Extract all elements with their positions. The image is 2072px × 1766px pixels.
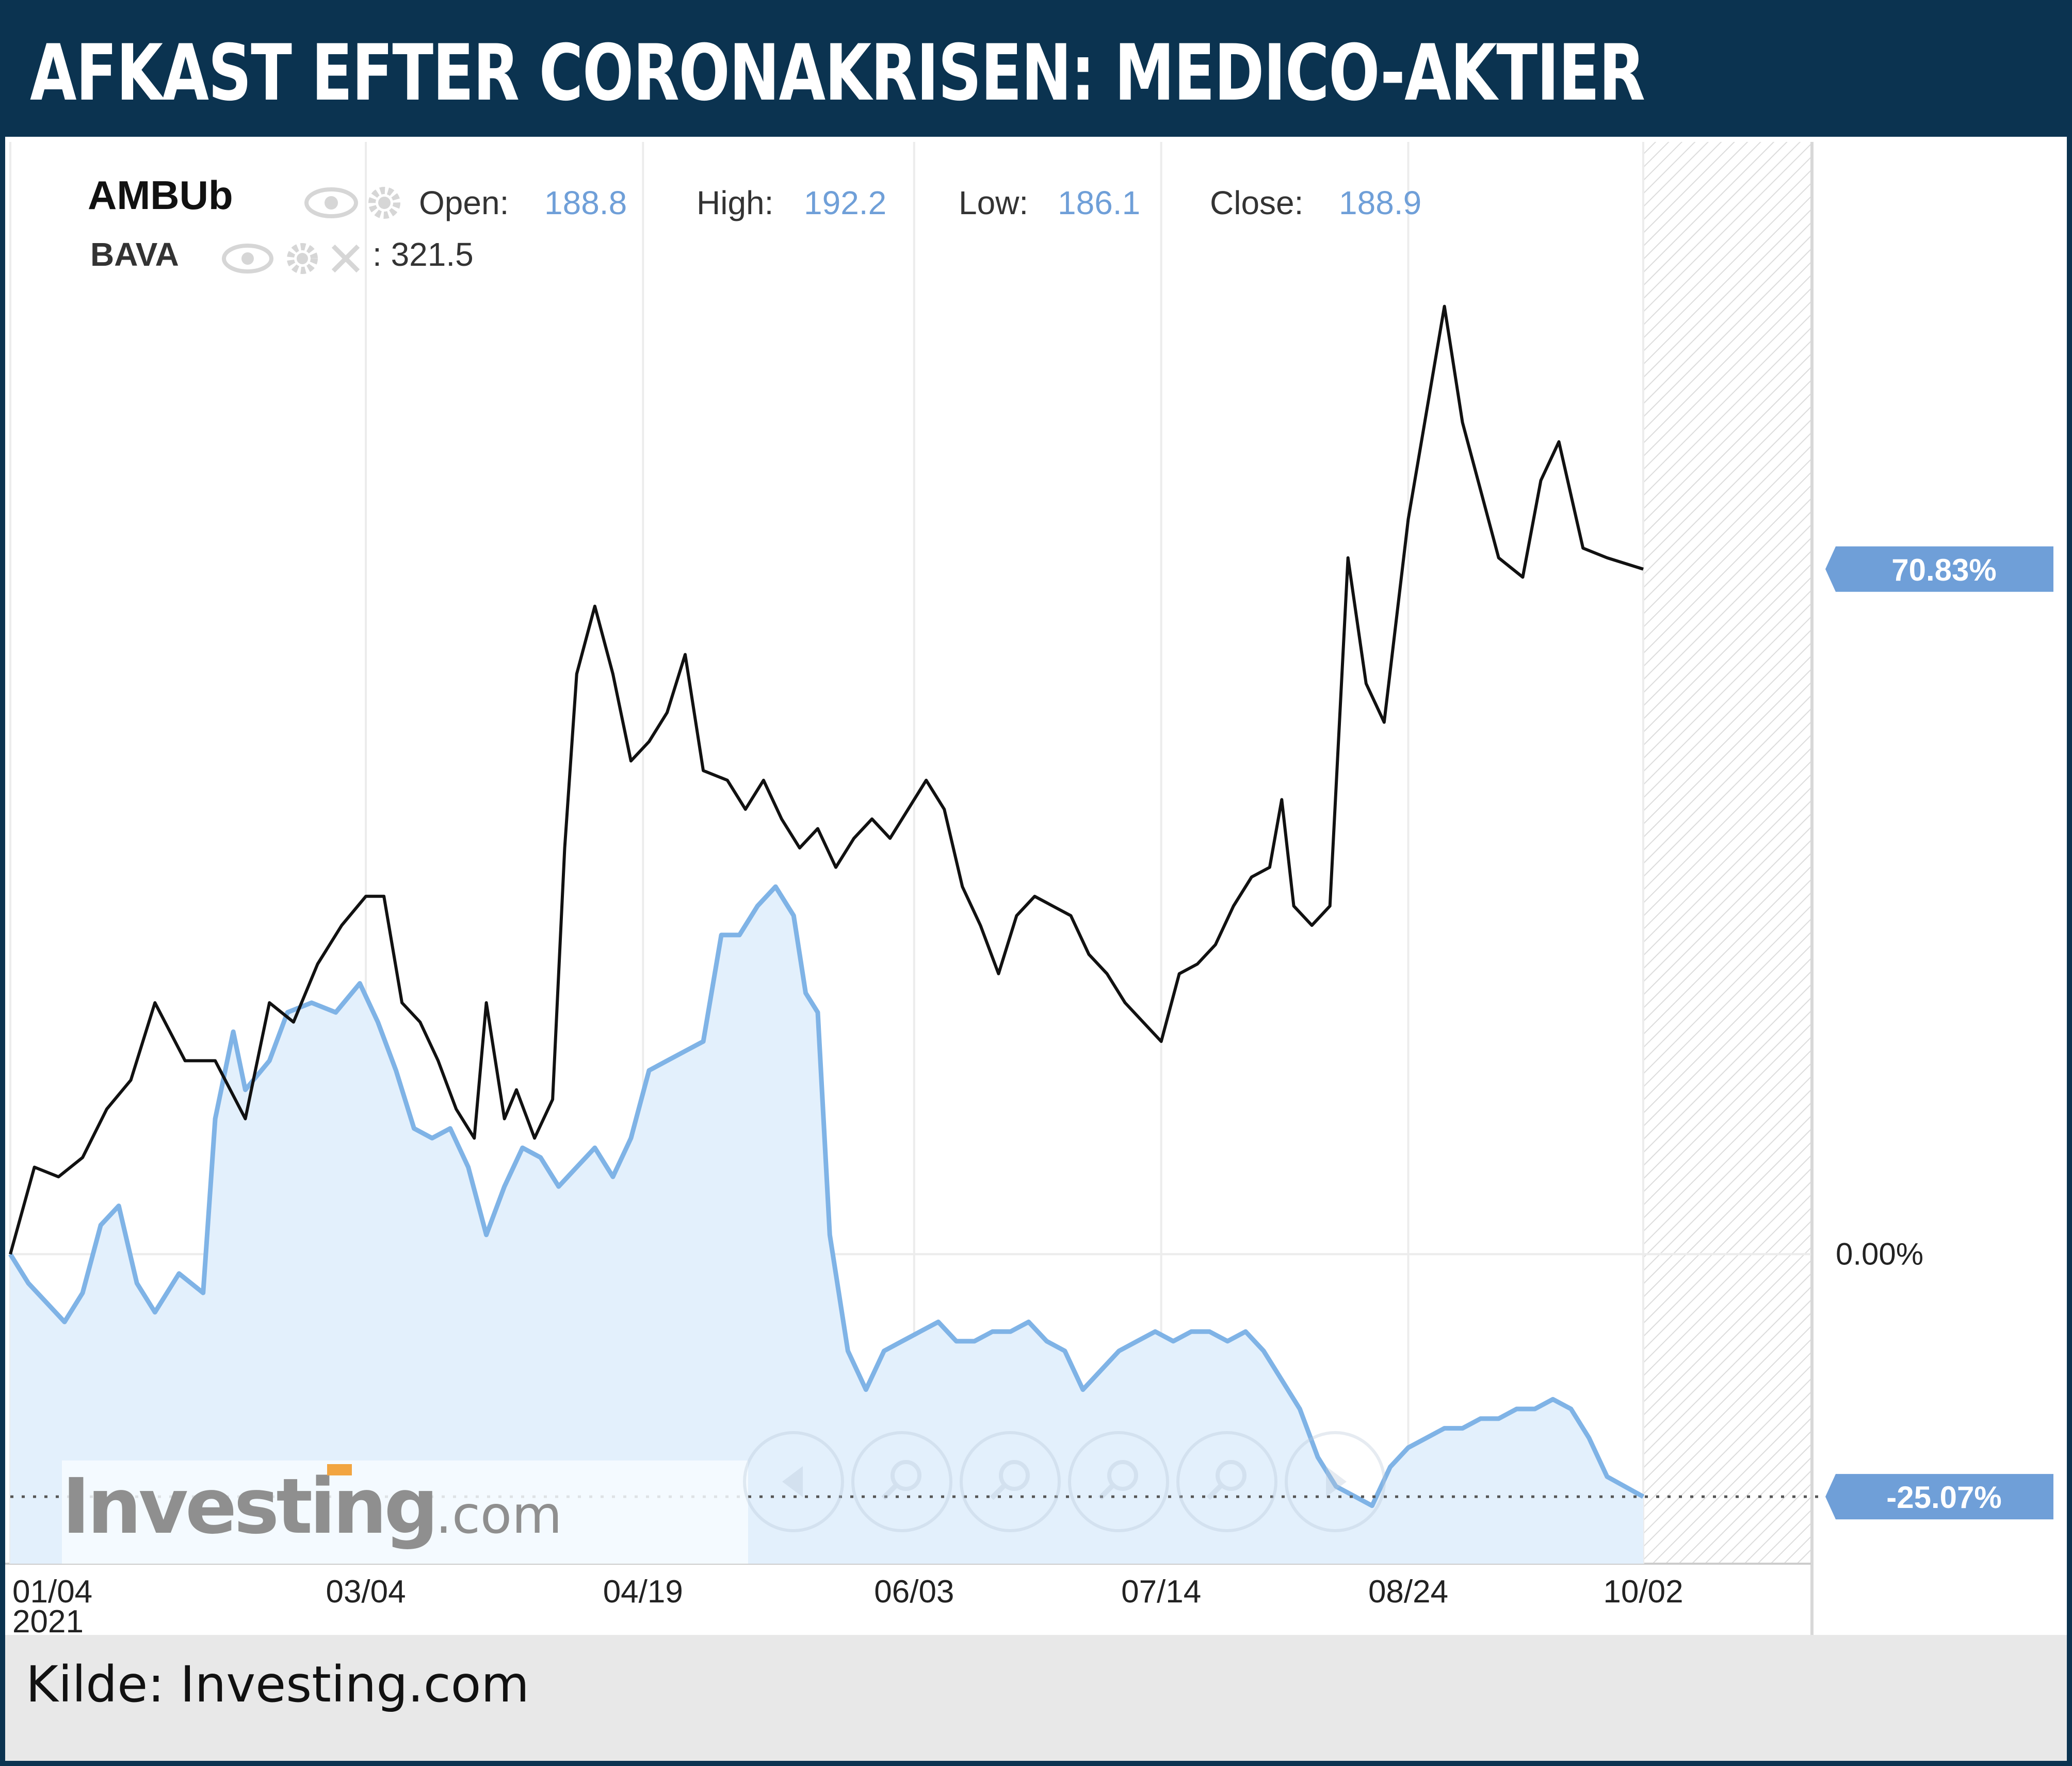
x-tick-label: 07/14 <box>1121 1574 1201 1610</box>
zoom-out-icon[interactable] <box>960 1431 1061 1532</box>
chart-svg: AMBUb Open: 188.8 High: 192.2 Low: 186.1… <box>5 137 2053 1635</box>
watermark-logo: Investing.com <box>62 1462 562 1551</box>
series-layer <box>8 304 1826 1564</box>
eye-icon[interactable] <box>304 187 358 218</box>
zoom-fit-icon[interactable] <box>1176 1431 1277 1532</box>
gear-icon[interactable] <box>287 243 318 274</box>
legend-open-label: Open: <box>419 184 509 221</box>
x-axis: 01/04 03/04 04/19 06/03 07/14 08/24 10/02 2021 <box>12 1574 1684 1635</box>
legend-close-label: Close: <box>1210 184 1303 221</box>
scroll-left-icon[interactable] <box>743 1431 844 1532</box>
legend-open-value: 188.8 <box>544 184 627 221</box>
legend-low-value: 186.1 <box>1058 184 1140 221</box>
zoom-in-icon[interactable] <box>851 1431 952 1532</box>
legend-close-value: 188.9 <box>1339 184 1421 221</box>
watermark-brand: Investing <box>62 1462 435 1551</box>
legend-bava-value: : 321.5 <box>373 236 474 273</box>
grid-lines <box>9 142 1811 1564</box>
x-tick-label: 01/04 <box>12 1574 92 1610</box>
watermark-accent <box>327 1464 352 1475</box>
footer: Kilde: Investing.com <box>5 1635 2067 1761</box>
series-line-bava <box>8 884 1645 1508</box>
zoom-reset-icon[interactable] <box>1068 1431 1169 1532</box>
source-credit: Kilde: Investing.com <box>26 1656 529 1713</box>
badge-label: 70.83% <box>1891 553 1997 587</box>
legend-high-value: 192.2 <box>804 184 886 221</box>
legend-high-label: High: <box>697 184 773 221</box>
page-title: AFKAST EFTER CORONAKRISEN: MEDICO-AKTIER <box>30 28 1645 118</box>
close-icon[interactable] <box>331 244 360 273</box>
series-line-ambub <box>9 304 1644 1255</box>
watermark-backdrop <box>62 1460 748 1564</box>
x-tick-label: 04/19 <box>603 1574 683 1610</box>
legend-symbol-bava: BAVA <box>90 236 179 273</box>
gear-icon[interactable] <box>368 187 400 219</box>
x-tick-label: 06/03 <box>874 1574 954 1610</box>
watermark-suffix: .com <box>435 1485 562 1545</box>
navigation-controls <box>743 1431 1386 1532</box>
series-area-bava <box>10 887 1643 1564</box>
chart-panel: AMBUb Open: 188.8 High: 192.2 Low: 186.1… <box>5 137 2067 1761</box>
y-axis-labels: 0.00% 70.83% -25.07% <box>1825 546 2053 1520</box>
badge-label: -25.07% <box>1886 1480 2001 1515</box>
future-padding-area <box>1643 142 1811 1564</box>
last-value-badge-ambub: 70.83% <box>1825 546 2053 592</box>
scroll-right-icon[interactable] <box>1285 1431 1386 1532</box>
eye-icon[interactable] <box>222 244 273 274</box>
legend-symbol-ambub: AMBUb <box>88 172 233 218</box>
legend-low-label: Low: <box>959 184 1028 221</box>
x-tick-label: 08/24 <box>1368 1574 1448 1610</box>
x-tick-year: 2021 <box>12 1604 84 1635</box>
last-value-badge-bava: -25.07% <box>1825 1474 2053 1520</box>
x-tick-label: 10/02 <box>1603 1574 1683 1610</box>
y-label-zero: 0.00% <box>1836 1237 1923 1271</box>
x-tick-label: 03/04 <box>326 1574 406 1610</box>
badge-shape <box>1825 1474 2053 1520</box>
badge-shape <box>1825 546 2053 592</box>
